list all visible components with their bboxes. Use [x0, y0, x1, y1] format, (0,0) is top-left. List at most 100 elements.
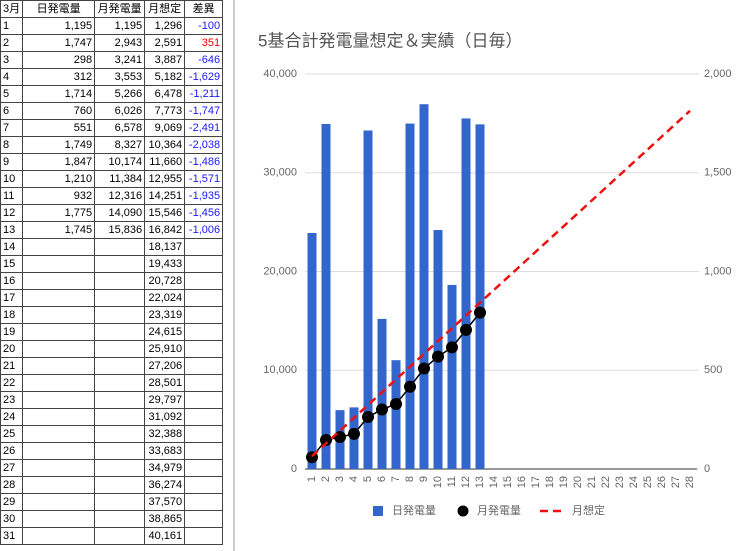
sheet-row: 2 1,747 2,943 2,591 351 — [0, 34, 224, 52]
sheet-cell[interactable]: 14 — [0, 238, 24, 256]
sheet-cell[interactable]: 1,749 — [22, 136, 96, 154]
sheet-row: 24 31,092 — [0, 408, 224, 426]
sheet-row: 25 32,388 — [0, 425, 224, 443]
x-tick-label: 11 — [446, 476, 458, 487]
sheet-cell[interactable]: 19 — [0, 323, 24, 341]
sheet-row: 10 1,210 11,384 12,955 -1,571 — [0, 170, 224, 188]
sheet-row: 20 25,910 — [0, 340, 224, 358]
sheet-cell[interactable]: 18 — [0, 306, 24, 324]
bar — [475, 124, 485, 470]
x-tick-label: 2 — [320, 476, 332, 482]
sheet-cell[interactable]: -2,491 — [184, 119, 224, 137]
sheet-cell[interactable]: -1,456 — [184, 204, 224, 222]
x-tick-label: 1 — [306, 476, 318, 482]
sheet-cell[interactable]: -1,006 — [184, 221, 224, 239]
legend-label: 月想定 — [572, 503, 605, 517]
x-tick-label: 5 — [362, 476, 374, 482]
sheet-cell[interactable]: 29 — [0, 493, 24, 511]
x-tick-label: 10 — [432, 476, 444, 488]
x-tick-label: 3 — [334, 476, 346, 482]
sheet-cell[interactable]: 14,251 — [144, 187, 186, 205]
sheet-cell[interactable]: -100 — [184, 17, 224, 35]
sheet-cell[interactable]: 11 — [0, 187, 24, 205]
x-tick-label: 20 — [572, 476, 584, 488]
line-marker — [474, 306, 486, 319]
y-tick-label: 30,000 — [263, 167, 297, 179]
sheet-cell[interactable]: 11,660 — [144, 153, 186, 171]
sheet-cell[interactable]: 7,773 — [144, 102, 186, 120]
x-tick-label: 22 — [600, 476, 612, 488]
sheet-cell[interactable]: 25,910 — [144, 340, 186, 358]
sheet-cell[interactable]: 24 — [0, 408, 24, 426]
sheet-row: 3 298 3,241 3,887 -646 — [0, 51, 224, 69]
sheet-cell[interactable]: 差異 — [184, 0, 224, 18]
sheet-row: 22 28,501 — [0, 374, 224, 392]
sheet-row: 16 20,728 — [0, 272, 224, 290]
x-tick-label: 6 — [376, 476, 388, 482]
y-tick-label: 0 — [291, 463, 297, 475]
sheet-cell[interactable]: 30 — [0, 510, 24, 528]
x-tick-label: 24 — [628, 476, 640, 488]
x-tick-label: 8 — [404, 476, 416, 482]
bar — [419, 104, 429, 469]
line-marker — [460, 323, 472, 336]
sheet-cell[interactable]: 23,319 — [144, 306, 186, 324]
sheet-cell[interactable]: 15,836 — [94, 221, 146, 239]
sheet-cell[interactable]: 31 — [0, 527, 24, 545]
bar — [307, 232, 317, 469]
x-tick-label: 21 — [586, 476, 598, 488]
x-tick-label: 12 — [460, 476, 472, 488]
x-tick-label: 23 — [614, 476, 626, 488]
sheet-cell[interactable]: 18,137 — [144, 238, 186, 256]
sheet-cell[interactable]: -646 — [184, 51, 224, 69]
sheet-cell[interactable]: 40,161 — [144, 527, 186, 545]
bar — [377, 318, 387, 469]
bar — [405, 123, 415, 469]
sheet-cell[interactable]: 2 — [0, 34, 24, 52]
sheet-cell[interactable]: 32,388 — [144, 425, 186, 443]
sheet-row: 30 38,865 — [0, 510, 224, 528]
sheet-cell[interactable]: 3,887 — [144, 51, 186, 69]
sheet-row: 3月 日発電量 月発電量 月想定 差異 — [0, 0, 224, 18]
x-tick-label: 4 — [348, 476, 360, 482]
sheet-cell[interactable]: -1,935 — [184, 187, 224, 205]
sheet-cell[interactable]: 1,210 — [22, 170, 96, 188]
bar — [363, 130, 373, 470]
line-marker — [348, 427, 360, 440]
sheet-cell[interactable]: 1,296 — [144, 17, 186, 35]
sheet-cell[interactable]: -1,211 — [184, 85, 224, 103]
sheet-cell[interactable]: -1,486 — [184, 153, 224, 171]
x-tick-label: 14 — [488, 476, 500, 488]
sheet-row: 7 551 6,578 9,069 -2,491 — [0, 119, 224, 137]
sheet-body: 3月 日発電量 月発電量 月想定 差異 1 1,195 1,195 1,296 -100 2 1,74… — [0, 0, 224, 545]
sheet-cell[interactable]: 6,578 — [94, 119, 146, 137]
x-tick-label: 26 — [656, 476, 668, 488]
y2-tick-label: 1,000 — [704, 265, 732, 277]
sheet-cell[interactable] — [184, 527, 224, 545]
sheet-cell[interactable]: 33,683 — [144, 442, 186, 460]
sheet-cell[interactable]: 28 — [0, 476, 24, 494]
sheet-cell[interactable]: 1,714 — [22, 85, 96, 103]
y-tick-label: 20,000 — [263, 265, 297, 277]
sheet-row: 8 1,749 8,327 10,364 -2,038 — [0, 136, 224, 154]
sheet-cell[interactable]: 16 — [0, 272, 24, 290]
sheet-cell[interactable]: 20 — [0, 340, 24, 358]
sheet-row: 19 24,615 — [0, 323, 224, 341]
sheet-cell[interactable]: 351 — [184, 34, 224, 52]
sheet-cell[interactable]: 24,615 — [144, 323, 186, 341]
sheet-cell[interactable]: 12,955 — [144, 170, 186, 188]
x-tick-label: 13 — [474, 476, 486, 488]
sheet-cell[interactable]: 28,501 — [144, 374, 186, 392]
sheet-row: 5 1,714 5,266 6,478 -1,211 — [0, 85, 224, 103]
y2-tick-label: 1,500 — [704, 167, 732, 179]
x-tick-label: 16 — [516, 476, 528, 488]
bar — [433, 230, 443, 469]
sheet-cell[interactable]: 551 — [22, 119, 96, 137]
line-marker — [390, 398, 402, 411]
sheet-cell[interactable]: 3,241 — [94, 51, 146, 69]
x-tick-label: 7 — [390, 476, 402, 482]
legend-label: 日発電量 — [392, 503, 436, 517]
x-tick-label: 19 — [558, 476, 570, 488]
